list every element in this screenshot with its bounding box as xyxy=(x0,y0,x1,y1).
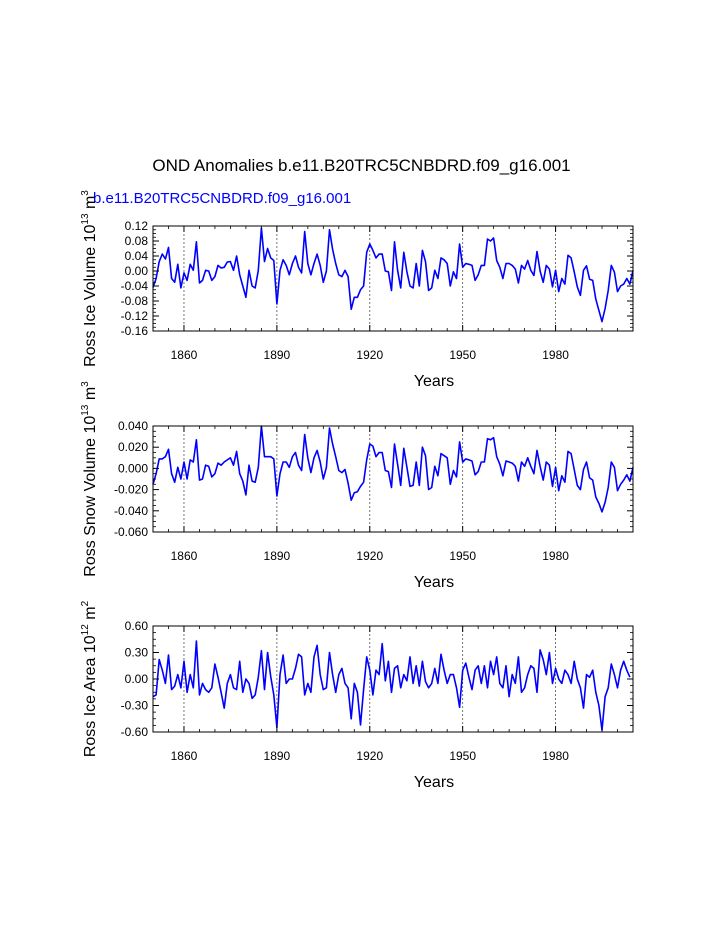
x-tick-label: 1920 xyxy=(356,549,383,563)
y-tick-label: 0.040 xyxy=(118,419,148,433)
y-axis-title: Ross Ice Volume 1013 m3 xyxy=(80,190,99,367)
x-tick-label: 1920 xyxy=(356,749,383,763)
x-tick-label: 1890 xyxy=(264,749,291,763)
y-axis-title-text: m xyxy=(82,606,99,624)
y-axis-title-text: m xyxy=(82,387,99,405)
y-tick-label: 0.020 xyxy=(118,440,148,454)
y-tick-label: 0.00 xyxy=(125,672,149,686)
figure-title: OND Anomalies b.e11.B20TRC5CNBDRD.f09_g1… xyxy=(152,156,571,175)
x-tick-label: 1860 xyxy=(171,549,198,563)
y-axis-title-text: Ross Ice Volume 10 xyxy=(82,224,99,366)
x-tick-label: 1950 xyxy=(449,348,476,362)
x-tick-label: 1860 xyxy=(171,348,198,362)
y-axis-title: Ross Snow Volume 1013 m3 xyxy=(80,381,99,577)
y-tick-label: 0.04 xyxy=(125,249,149,263)
x-tick-label: 1860 xyxy=(171,749,198,763)
series-line xyxy=(152,640,631,732)
figure-subtitle: b.e11.B20TRC5CNBDRD.f09_g16.001 xyxy=(93,190,352,207)
y-axis-title-superscript: 3 xyxy=(80,381,91,387)
ross-snow-volume-panel: 0.040 0.020 0.000 -0.020 -0.040 -0.060 1860 189… xyxy=(80,381,634,591)
x-axis-title: Years xyxy=(414,373,454,390)
y-tick-label: 0.30 xyxy=(125,646,149,660)
y-axis-title-text: Ross Ice Area 10 xyxy=(82,635,99,757)
y-tick-label: 0.08 xyxy=(125,234,149,248)
ross-ice-area-panel: 0.60 0.30 0.00 -0.30 -0.60 1860 1890 1920 1950 19… xyxy=(80,600,634,791)
y-axis-title-superscript: 3 xyxy=(80,190,91,196)
x-axis-title: Years xyxy=(414,774,454,791)
x-tick-label: 1980 xyxy=(542,549,569,563)
y-tick-label: -0.060 xyxy=(114,525,148,539)
y-axis-title-superscript: 13 xyxy=(80,213,91,225)
y-tick-label: -0.12 xyxy=(121,309,149,323)
y-tick-label: -0.020 xyxy=(114,483,148,497)
y-tick-label: -0.04 xyxy=(121,279,149,293)
y-tick-label: 0.000 xyxy=(118,461,148,475)
y-axis-title-superscript: 12 xyxy=(80,624,91,636)
y-axis-title-superscript: 13 xyxy=(80,404,91,416)
y-axis-title: Ross Ice Area 1012 m2 xyxy=(80,600,99,757)
series-line xyxy=(152,227,634,323)
x-tick-label: 1890 xyxy=(264,348,291,362)
y-tick-label: 0.60 xyxy=(125,619,149,633)
x-tick-label: 1890 xyxy=(264,549,291,563)
x-tick-label: 1920 xyxy=(356,348,383,362)
y-tick-label: 0.12 xyxy=(125,219,149,233)
y-tick-label: -0.040 xyxy=(114,504,148,518)
ross-ice-volume-panel: 0.120.080.040.00-0.04-0.08-0.12-0.16 1860… xyxy=(80,190,634,390)
y-tick-label: -0.60 xyxy=(121,725,149,739)
y-tick-label: -0.08 xyxy=(121,294,149,308)
x-tick-label: 1950 xyxy=(449,549,476,563)
y-tick-label: -0.16 xyxy=(121,324,149,338)
x-tick-label: 1950 xyxy=(449,749,476,763)
x-axis-title: Years xyxy=(414,574,454,591)
x-tick-label: 1980 xyxy=(542,348,569,362)
y-tick-label: -0.30 xyxy=(121,699,149,713)
y-axis-title-superscript: 2 xyxy=(80,600,91,606)
series-line xyxy=(152,425,634,513)
y-axis-title-text: m xyxy=(82,196,99,214)
y-tick-label: 0.00 xyxy=(125,264,149,278)
x-tick-label: 1980 xyxy=(542,749,569,763)
y-axis-title-text: Ross Snow Volume 10 xyxy=(82,416,99,577)
